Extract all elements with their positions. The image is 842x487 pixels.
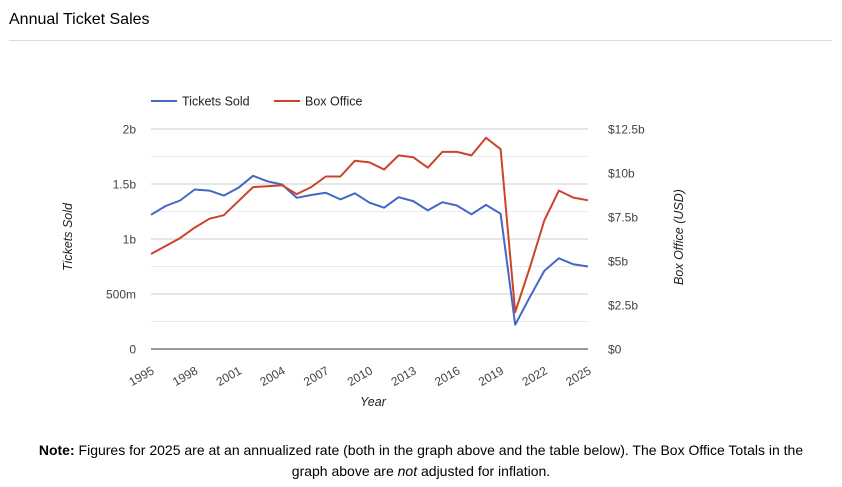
y-right-tick-label: $5b	[608, 255, 628, 269]
x-tick-label: 2001	[214, 363, 244, 389]
x-tick-label: 2004	[257, 363, 287, 389]
x-axis-title: Year	[360, 395, 387, 409]
series-lines	[150, 136, 589, 326]
legend-label-tickets-sold: Tickets Sold	[182, 95, 250, 109]
y-left-tick-label: 1.5b	[113, 178, 137, 192]
x-tick-label: 2025	[563, 363, 593, 389]
y-left-tick-label: 1b	[123, 233, 137, 247]
y-right-axis-title: Box Office (USD)	[672, 189, 686, 285]
y-right-tick-label: $0	[608, 343, 622, 357]
x-tick-label: 2016	[432, 363, 462, 389]
y-left-tick-label: 2b	[123, 123, 137, 137]
note-label: Note:	[38, 442, 75, 458]
footnote: Note: Figures for 2025 are at an annuali…	[20, 440, 822, 482]
x-tick-label: 2007	[301, 363, 331, 389]
series-line-box-office	[150, 136, 589, 313]
title-divider	[9, 40, 832, 41]
series-line-tickets-sold	[150, 174, 589, 326]
note-emphasis: not	[397, 463, 418, 479]
y-right-tick-label: $12.5b	[608, 123, 645, 137]
x-tick-label: 1998	[170, 363, 200, 389]
note-text-1: Figures for 2025 are at an annualized ra…	[74, 442, 804, 479]
x-tick-label: 2019	[476, 363, 506, 389]
x-tick-label: 2022	[520, 363, 550, 389]
axes: 0 500m 1b 1.5b 2b $0 $2.5b $5b $7.5b $10b $12.5b 19…	[61, 123, 686, 410]
gridlines	[151, 128, 588, 350]
y-right-tick-label: $10b	[608, 167, 635, 181]
x-tick-label: 2010	[345, 363, 375, 389]
x-tick-label: 1995	[126, 363, 156, 389]
y-left-tick-label: 500m	[106, 288, 136, 302]
note-text-2: adjusted for inflation.	[417, 463, 551, 479]
y-left-axis-title: Tickets Sold	[61, 202, 75, 271]
chart: 0 500m 1b 1.5b 2b $0 $2.5b $5b $7.5b $10b $12.5b 19…	[61, 95, 686, 410]
legend: Tickets Sold Box Office	[151, 95, 362, 109]
y-left-tick-label: 0	[129, 343, 136, 357]
y-right-tick-label: $2.5b	[608, 299, 638, 313]
page-title: Annual Ticket Sales	[9, 11, 150, 28]
x-tick-label: 2013	[389, 363, 419, 389]
legend-label-box-office: Box Office	[305, 95, 362, 109]
y-right-tick-label: $7.5b	[608, 211, 638, 225]
